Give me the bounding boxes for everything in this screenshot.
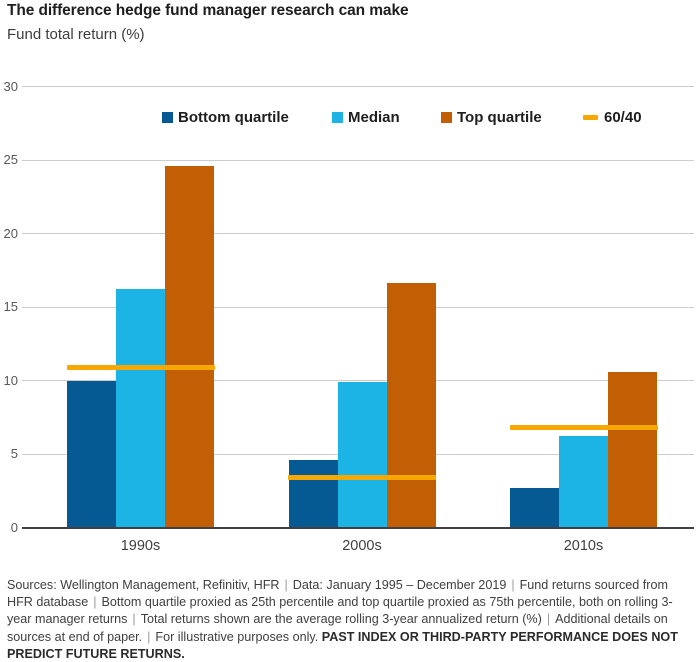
bar-bottom-quartile-2010s (510, 487, 559, 528)
footer-separator: | (147, 629, 151, 644)
x-tick-2010s: 2010s (563, 538, 604, 554)
legend-label-60-40: 60/40 (604, 109, 642, 126)
bar-median-2010s (559, 436, 608, 528)
x-tick-1990s: 1990s (120, 538, 161, 554)
footer-illustrative-note: For illustrative purposes only. (155, 629, 322, 644)
bar-top-quartile-2000s (386, 283, 436, 528)
legend-item-median: Median (332, 109, 400, 126)
legend-item-bottom-quartile: Bottom quartile (162, 109, 289, 126)
top-quartile-swatch-icon (441, 112, 452, 123)
footer-segment: Sources: Wellington Management, Refiniti… (7, 578, 280, 592)
y-tick-30: 30 (3, 78, 18, 94)
marker-60-40-2000s (288, 475, 436, 481)
gridline-30 (22, 86, 694, 87)
footer-separator: | (546, 612, 551, 627)
chart-subtitle: Fund total return (%) (7, 26, 145, 43)
legend-label-bottom-quartile: Bottom quartile (178, 109, 289, 126)
gridline-15 (22, 306, 694, 308)
marker-60-40-1990s (66, 364, 215, 370)
source-note: Sources: Wellington Management, Refiniti… (7, 577, 696, 662)
bar-median-2000s (337, 381, 387, 528)
footer-separator: | (93, 595, 97, 610)
sixty-forty-dash-icon (583, 115, 598, 120)
x-axis-line (22, 526, 694, 529)
footer-bold-disclaimer: PAST INDEX OR THIRD-PARTY PERFORMANCE DO… (7, 629, 678, 661)
y-tick-5: 5 (10, 446, 18, 461)
footer-segment: Fund returns sourced from HFR database (7, 578, 668, 610)
footer-segment: Bottom quartile proxied as 25th percenti… (7, 595, 673, 627)
y-tick-15: 15 (3, 299, 18, 314)
legend-item-top-quartile: Top quartile (441, 109, 542, 126)
legend-label-median: Median (348, 109, 400, 126)
bar-bottom-quartile-2000s (288, 459, 338, 528)
footer-separator: | (511, 578, 515, 592)
footer-segment: Total returns shown are the average roll… (140, 612, 542, 627)
gridline-20 (22, 233, 694, 234)
y-tick-25: 25 (3, 152, 18, 167)
median-swatch-icon (332, 112, 343, 123)
footer-separator: | (132, 612, 136, 627)
legend-item-60-40: 60/40 (583, 109, 642, 126)
bottom-quartile-swatch-icon (162, 112, 173, 123)
bar-top-quartile-1990s (165, 165, 214, 528)
bar-top-quartile-2010s (608, 371, 657, 528)
y-tick-0: 0 (10, 519, 18, 535)
marker-60-40-2010s (509, 425, 658, 431)
bar-median-1990s (116, 289, 165, 528)
footer-segment: Data: January 1995 – December 2019 (292, 578, 507, 592)
y-tick-20: 20 (3, 225, 18, 241)
x-tick-2000s: 2000s (342, 538, 382, 554)
gridline-10 (22, 380, 694, 381)
gridline-25 (22, 159, 694, 161)
y-tick-10: 10 (3, 372, 18, 388)
chart-title: The difference hedge fund manager resear… (7, 2, 409, 19)
footer-segment: Additional details on sources at end of … (7, 612, 668, 644)
legend-label-top-quartile: Top quartile (457, 109, 542, 126)
bar-bottom-quartile-1990s (67, 380, 116, 528)
footer-separator: | (284, 578, 288, 592)
